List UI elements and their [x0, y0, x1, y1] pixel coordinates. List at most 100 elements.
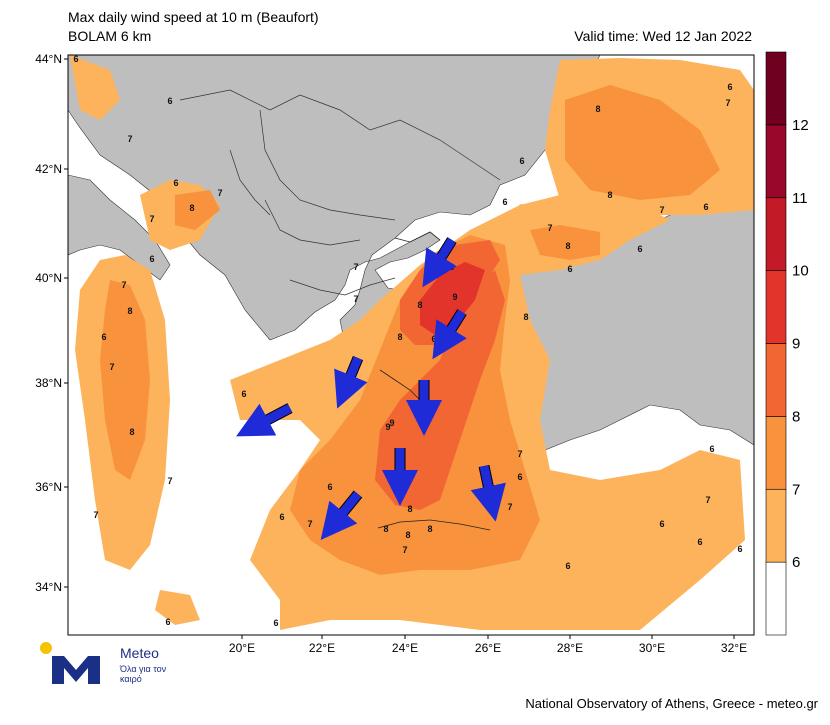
contour-label: 6 — [567, 264, 572, 274]
contour-label: 7 — [167, 476, 172, 486]
contour-label: 6 — [703, 202, 708, 212]
latitude-label: 40°N — [35, 271, 62, 285]
colorbar-label: 12 — [792, 117, 809, 134]
contour-label: 9 — [452, 292, 457, 302]
colorbar-swatch — [765, 124, 787, 199]
contour-label: 7 — [127, 134, 132, 144]
contour-label: 9 — [449, 262, 454, 272]
latitude-label: 34°N — [35, 580, 62, 594]
wind-arrow — [236, 403, 293, 437]
sun-icon — [40, 642, 52, 654]
map-frame — [67, 54, 755, 636]
latitude-label: 42°N — [35, 162, 62, 176]
colorbar-swatch — [765, 197, 787, 271]
contour-label: 8 — [189, 203, 194, 213]
contour-label: 8 — [397, 332, 402, 342]
contour-label: 6 — [727, 82, 732, 92]
longitude-label: 32°E — [721, 641, 747, 655]
contour-label: 6 — [709, 444, 714, 454]
contour-label: 6 — [73, 54, 78, 64]
colorbar-swatch — [765, 488, 787, 563]
map-title-block: Max daily wind speed at 10 m (Beaufort) … — [68, 8, 319, 46]
contour-label: 6 — [279, 512, 284, 522]
contour-label: 8 — [405, 530, 410, 540]
model-name: BOLAM 6 km — [68, 28, 152, 44]
wind-arrow — [432, 309, 467, 360]
contour-label: 6 — [167, 96, 172, 106]
longitude-label: 30°E — [639, 641, 665, 655]
latitude-label: 36°N — [35, 480, 62, 494]
contour-label: 6 — [517, 472, 522, 482]
meteo-logo — [40, 642, 100, 684]
map-title: Max daily wind speed at 10 m (Beaufort) — [68, 9, 319, 25]
colorbar: 6 7 8 9 10 11 12 — [765, 51, 809, 636]
contour-label: 6 — [101, 332, 106, 342]
colorbar-swatch — [765, 270, 787, 344]
contour-label: 8 — [127, 306, 132, 316]
country-borders — [179, 89, 501, 296]
contour-label: 6 — [173, 178, 178, 188]
meteo-m-icon — [52, 656, 100, 684]
contour-label: 8 — [595, 104, 600, 114]
colorbar-swatch — [765, 416, 787, 490]
colorbar-swatch — [765, 343, 787, 417]
contour-label: 6 — [659, 519, 664, 529]
colorbar-label: 11 — [792, 190, 808, 207]
contour-label: 8 — [607, 190, 612, 200]
contour-label: 8 — [417, 300, 422, 310]
latitude-labels: 44°N 42°N 40°N 38°N 36°N 34°N — [35, 52, 68, 594]
contour-label: 7 — [149, 214, 154, 224]
contour-label: 7 — [725, 98, 730, 108]
contour-label: 7 — [93, 510, 98, 520]
longitude-label: 22°E — [309, 641, 335, 655]
contour-label: 6 — [519, 156, 524, 166]
contour-label: 8 — [565, 241, 570, 251]
contour-label: 6 — [637, 244, 642, 254]
colorbar-label: 10 — [792, 263, 809, 280]
contour-label: 8 — [129, 427, 134, 437]
latitude-label: 38°N — [35, 376, 62, 390]
contour-label: 9 — [435, 347, 440, 357]
contour-label: 6 — [149, 254, 154, 264]
longitude-label: 26°E — [475, 641, 501, 655]
wind-arrow — [334, 356, 368, 409]
logo-tagline: Όλα για τον καιρό — [120, 664, 167, 684]
longitude-label: 20°E — [229, 641, 255, 655]
contour-label: 7 — [353, 294, 358, 304]
contour-label: 7 — [217, 188, 222, 198]
contour-label: 9 — [389, 418, 394, 428]
contour-label: 9 — [385, 422, 390, 432]
valid-time: Valid time: Wed 12 Jan 2022 — [574, 28, 752, 44]
colorbar-label: 6 — [792, 554, 800, 571]
contour-label: 6 — [431, 334, 436, 344]
wind-arrow — [422, 237, 457, 288]
wind-arrow — [470, 465, 506, 522]
contour-label: 7 — [307, 519, 312, 529]
colorbar-label: 8 — [792, 408, 800, 425]
contour-label: 7 — [547, 223, 552, 233]
contour-label: 7 — [705, 495, 710, 505]
contour-label: 8 — [523, 312, 528, 322]
contour-label: 6 — [273, 618, 278, 628]
contour-label: 6 — [241, 389, 246, 399]
colorbar-label: 7 — [792, 481, 800, 498]
contour-label: 6 — [165, 617, 170, 627]
contour-label: 8 — [407, 504, 412, 514]
colorbar-swatch — [765, 51, 787, 126]
longitude-label: 28°E — [557, 641, 583, 655]
contour-label: 6 — [565, 561, 570, 571]
contour-label: 6 — [327, 482, 332, 492]
contour-label: 6 — [502, 197, 507, 207]
colorbar-label: 9 — [792, 336, 800, 353]
colorbar-swatch — [765, 561, 787, 636]
wind-arrows — [236, 237, 506, 540]
longitude-label: 24°E — [392, 641, 418, 655]
logo-name: Meteo — [120, 645, 159, 661]
credit-text: National Observatory of Athens, Greece -… — [525, 696, 818, 711]
longitude-labels: 20°E 22°E 24°E 26°E 28°E 30°E 32°E — [229, 635, 747, 655]
contour-label: 7 — [402, 545, 407, 555]
contour-label: 8 — [427, 524, 432, 534]
contour-label: 7 — [507, 502, 512, 512]
